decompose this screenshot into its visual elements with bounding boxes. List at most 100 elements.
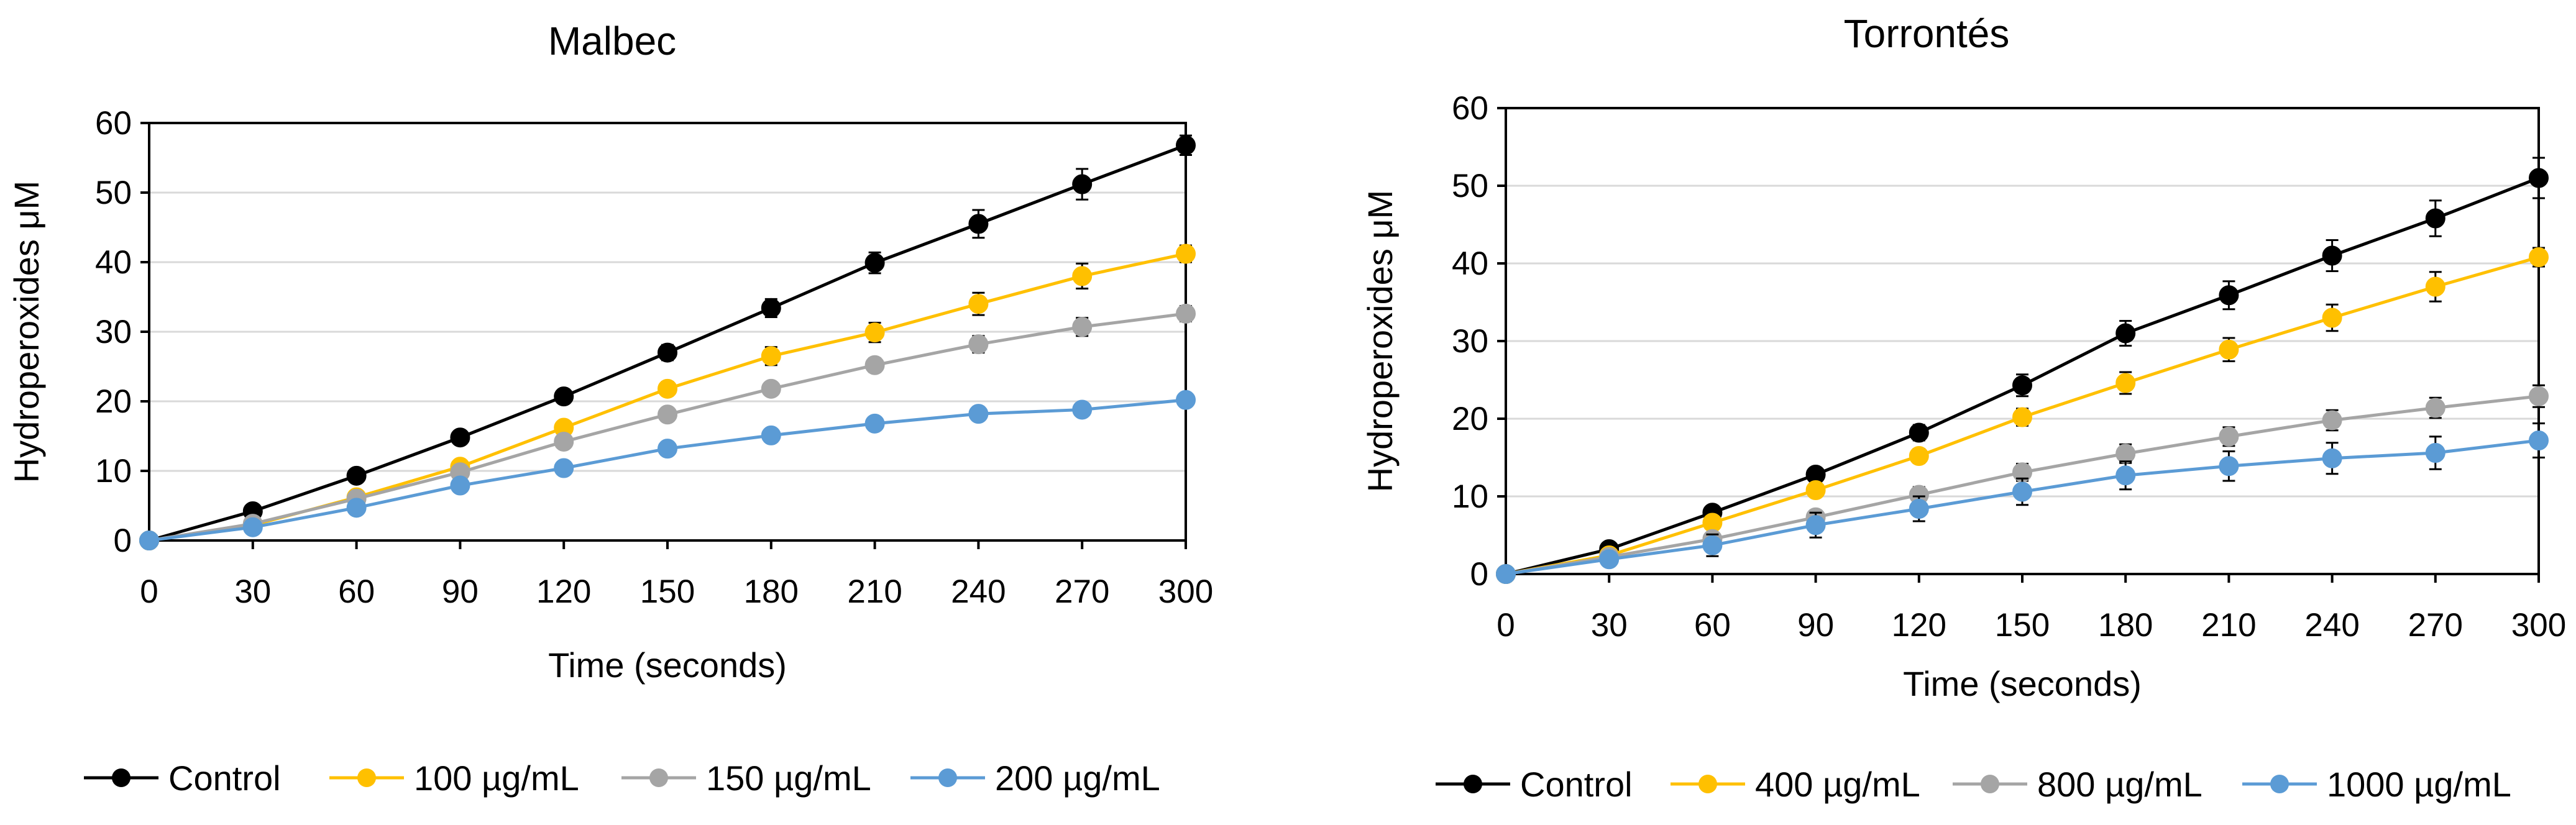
x-tick-label: 300 — [1158, 573, 1213, 610]
data-point — [1909, 499, 1929, 519]
data-point — [346, 465, 367, 486]
data-point — [2529, 386, 2549, 406]
x-tick-label: 150 — [640, 573, 695, 610]
data-point — [2115, 373, 2136, 393]
data-point — [2012, 481, 2032, 502]
chart-malbec: Malbec 0 10 20 30 40 50 60 0 30 60 90 120 150 180 210 24… — [7, 19, 1213, 798]
data-point — [2425, 208, 2445, 229]
legend-marker — [357, 768, 376, 787]
x-tick-label: 60 — [1694, 607, 1731, 644]
legend-label: 400 µg/mL — [1755, 765, 1920, 804]
x-tick-label: 240 — [951, 573, 1006, 610]
data-point — [658, 404, 677, 425]
data-point — [864, 413, 885, 434]
chart-torrontes: Torrontés 0 10 20 30 40 50 60 0 30 60 90 120 150 180 21… — [1360, 11, 2566, 804]
data-point — [1599, 549, 1620, 570]
x-tick-label: 270 — [1055, 573, 1109, 610]
data-point — [968, 294, 989, 314]
x-tick-label: 120 — [1892, 607, 1946, 644]
x-tick-label: 0 — [140, 573, 158, 610]
data-point — [1702, 535, 1723, 555]
legend-label: Control — [168, 759, 281, 798]
data-point — [2115, 323, 2136, 344]
data-point — [450, 475, 470, 496]
legend-item: 800 µg/mL — [1953, 765, 2202, 804]
data-point — [2322, 410, 2342, 431]
chart-title: Torrontés — [1844, 11, 2010, 56]
data-point — [242, 517, 263, 537]
data-point — [554, 386, 574, 407]
x-tick-label: 270 — [2408, 607, 2463, 644]
data-point — [1909, 446, 1929, 466]
legend-label: 1000 µg/mL — [2327, 765, 2511, 804]
data-point — [658, 342, 677, 363]
x-tick-label: 240 — [2304, 607, 2359, 644]
data-point — [761, 425, 781, 445]
data-point — [761, 346, 781, 367]
data-point — [864, 355, 885, 375]
data-point — [1072, 317, 1093, 337]
data-point — [1176, 303, 1196, 324]
y-tick-label: 40 — [95, 244, 132, 281]
y-axis: 0 10 20 30 40 50 60 — [1452, 90, 1506, 593]
data-point — [2219, 285, 2239, 306]
data-point — [2322, 448, 2342, 468]
data-point — [2425, 443, 2445, 463]
legend-marker — [649, 768, 668, 787]
y-axis: 0 10 20 30 40 50 60 — [95, 105, 149, 559]
legend-label: 200 µg/mL — [995, 759, 1160, 798]
data-point — [1805, 515, 1826, 536]
x-tick-label: 0 — [1497, 607, 1515, 644]
gridlines — [149, 122, 1186, 542]
y-tick-label: 60 — [1452, 90, 1488, 127]
data-point — [2529, 247, 2549, 267]
data-point — [968, 334, 989, 355]
data-point — [2322, 245, 2342, 266]
y-tick-label: 50 — [1452, 168, 1488, 204]
data-point — [2529, 431, 2549, 450]
legend-marker — [1464, 775, 1482, 793]
data-point — [968, 214, 989, 234]
y-tick-label: 10 — [95, 453, 132, 490]
legend-marker — [1981, 775, 1999, 793]
x-tick-label: 30 — [234, 573, 271, 610]
x-tick-label: 30 — [1591, 607, 1628, 644]
data-point — [2012, 407, 2032, 427]
legend-label: 100 µg/mL — [414, 759, 579, 798]
y-tick-label: 20 — [95, 383, 132, 420]
data-point — [2425, 276, 2445, 297]
data-point — [2012, 375, 2032, 396]
series-100-g-ml — [139, 244, 1196, 550]
series-control — [1496, 157, 2549, 584]
x-tick-label: 300 — [2511, 607, 2566, 644]
data-point — [139, 531, 159, 550]
data-point — [554, 458, 574, 478]
data-point — [2425, 398, 2445, 418]
x-tick-label: 180 — [744, 573, 799, 610]
data-point — [1176, 390, 1196, 410]
x-tick-label: 90 — [1797, 607, 1834, 644]
x-axis: 0 30 60 90 120 150 180 210 240 270 300 — [1497, 574, 2566, 644]
chart-title: Malbec — [548, 19, 676, 63]
y-tick-label: 60 — [95, 105, 132, 142]
y-axis-label: Hydroperoxides μM — [1360, 190, 1400, 493]
data-point — [2219, 339, 2239, 360]
x-tick-label: 150 — [1995, 607, 2050, 644]
data-point — [864, 322, 885, 343]
y-tick-label: 20 — [1452, 401, 1488, 437]
y-tick-label: 0 — [114, 522, 132, 559]
y-axis-label: Hydroperoxides μM — [7, 181, 46, 483]
x-axis-label: Time (seconds) — [548, 645, 787, 685]
data-point — [2219, 456, 2239, 476]
legend-label: 150 µg/mL — [706, 759, 871, 798]
legend: Control 100 µg/mL 150 µg/mL 200 µg/mL — [84, 759, 1160, 798]
data-point — [450, 427, 470, 448]
data-point — [554, 431, 574, 452]
series-line — [1505, 439, 2539, 576]
data-point — [1496, 564, 1516, 584]
data-point — [2219, 426, 2239, 447]
x-tick-label: 210 — [847, 573, 902, 610]
legend-item: Control — [1436, 765, 1633, 804]
data-point — [2115, 465, 2136, 486]
